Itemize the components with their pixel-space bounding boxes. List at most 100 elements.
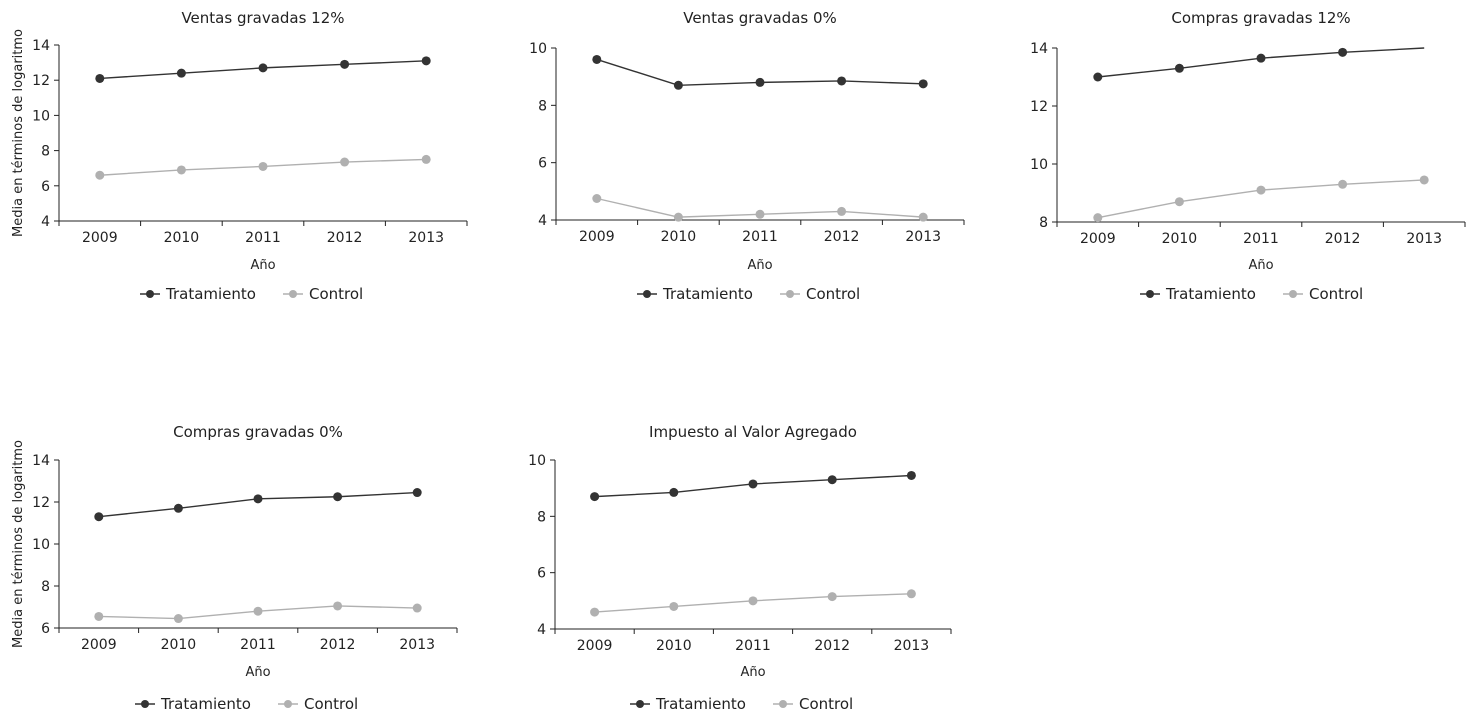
x-tick-label: 2011 — [1243, 231, 1279, 247]
legend-swatch-marker — [284, 700, 292, 708]
x-tick-label: 2013 — [894, 638, 930, 654]
legend-label: Control — [309, 285, 363, 303]
y-tick-label: 12 — [32, 495, 50, 511]
x-tick-label: 2011 — [735, 638, 771, 654]
x-tick-label: 2013 — [905, 229, 941, 245]
data-point-control — [94, 611, 104, 621]
data-point-tratamiento — [837, 76, 847, 86]
legend-swatch-marker — [1146, 290, 1154, 298]
chart-title: Ventas gravadas 12% — [181, 9, 344, 27]
x-tick-label: 2012 — [1325, 231, 1361, 247]
chart-title: Impuesto al Valor Agregado — [649, 423, 857, 441]
legend: Tratamiento Control — [140, 285, 363, 303]
data-point-control — [1256, 185, 1266, 195]
data-point-tratamiento — [253, 494, 263, 504]
x-tick-label: 2009 — [579, 229, 615, 245]
data-point-control — [748, 596, 758, 606]
legend: Tratamiento Control — [1140, 285, 1363, 303]
x-tick-label: 2009 — [1080, 231, 1116, 247]
x-axis-label: Año — [245, 665, 270, 680]
legend-label: Control — [799, 695, 853, 713]
legend-swatch-marker — [643, 290, 651, 298]
data-point-control — [176, 165, 186, 175]
x-tick-label: 2011 — [240, 637, 276, 653]
legend-label: Control — [1309, 285, 1363, 303]
y-tick-label: 14 — [32, 453, 50, 469]
legend-swatch-marker — [779, 700, 787, 708]
x-tick-label: 2013 — [399, 637, 435, 653]
data-point-control — [906, 589, 916, 599]
data-point-control — [1338, 179, 1348, 189]
y-tick-label: 10 — [1030, 157, 1048, 173]
data-point-control — [340, 157, 350, 167]
legend-swatch-marker — [289, 290, 297, 298]
data-point-control — [253, 606, 263, 616]
data-point-tratamiento — [333, 492, 343, 502]
legend-label: Control — [806, 285, 860, 303]
y-tick-label: 6 — [538, 156, 547, 172]
x-axis-label: Año — [740, 665, 765, 680]
x-tick-label: 2010 — [161, 637, 197, 653]
data-point-control — [590, 607, 600, 617]
y-tick-label: 10 — [32, 108, 50, 124]
y-tick-label: 4 — [41, 214, 50, 230]
y-tick-label: 14 — [1030, 41, 1048, 57]
data-point-tratamiento — [1256, 53, 1266, 63]
legend-swatch-marker — [141, 700, 149, 708]
y-tick-label: 14 — [32, 38, 50, 54]
legend-label: Tratamiento — [655, 695, 746, 713]
x-tick-label: 2012 — [327, 230, 363, 246]
data-point-tratamiento — [95, 73, 105, 83]
x-tick-label: 2011 — [742, 229, 778, 245]
data-point-control — [1174, 197, 1184, 207]
data-point-control — [333, 601, 343, 611]
x-tick-label: 2011 — [245, 230, 281, 246]
y-tick-label: 12 — [1030, 99, 1048, 115]
x-tick-label: 2009 — [82, 230, 118, 246]
data-point-control — [673, 212, 683, 222]
chart-panel-2: Ventas gravadas 0% 4 6 8 10 2009 2010 2011 2012 2… — [529, 9, 965, 303]
chart-panel-4: Compras gravadas 0% 6 8 10 12 14 2009 2010 2011 2… — [11, 423, 458, 713]
x-tick-label: 2010 — [1162, 231, 1198, 247]
y-tick-label: 8 — [538, 98, 547, 114]
y-axis-label: Media en términos de logaritmo — [11, 29, 26, 237]
y-tick-label: 12 — [32, 73, 50, 89]
x-tick-label: 2010 — [656, 638, 692, 654]
legend: Tratamiento Control — [135, 695, 358, 713]
data-point-tratamiento — [755, 77, 765, 87]
data-point-tratamiento — [421, 56, 431, 66]
data-point-tratamiento — [827, 475, 837, 485]
data-point-tratamiento — [1093, 72, 1103, 82]
data-point-control — [412, 603, 422, 613]
legend-label: Tratamiento — [662, 285, 753, 303]
y-tick-label: 6 — [537, 566, 546, 582]
data-point-tratamiento — [918, 79, 928, 89]
x-tick-label: 2009 — [577, 638, 613, 654]
y-tick-label: 10 — [529, 41, 547, 57]
x-tick-label: 2012 — [320, 637, 356, 653]
data-point-control — [755, 209, 765, 219]
x-axis-label: Año — [1248, 258, 1273, 273]
x-tick-label: 2010 — [661, 229, 697, 245]
data-point-control — [827, 592, 837, 602]
data-point-control — [592, 194, 602, 203]
data-point-control — [1093, 213, 1103, 223]
legend-swatch-marker — [1289, 290, 1297, 298]
chart-panel-5: Impuesto al Valor Agregado 4 6 8 10 2009 2010 2… — [528, 423, 952, 713]
x-axis-label: Año — [250, 258, 275, 273]
legend-swatch-marker — [786, 290, 794, 298]
x-tick-label: 2013 — [408, 230, 444, 246]
y-tick-label: 4 — [538, 213, 547, 229]
data-point-tratamiento — [258, 63, 268, 73]
x-tick-label: 2013 — [1406, 231, 1442, 247]
y-tick-label: 8 — [41, 144, 50, 160]
data-point-tratamiento — [173, 503, 183, 513]
data-point-tratamiento — [669, 487, 679, 497]
data-point-control — [1419, 175, 1429, 185]
x-tick-label: 2009 — [81, 637, 117, 653]
chart-panel-1: Ventas gravadas 12% 4 6 8 10 12 14 2009 2010 2011… — [11, 9, 468, 303]
data-point-control — [837, 206, 847, 216]
data-point-control — [669, 601, 679, 611]
legend-swatch-marker — [636, 700, 644, 708]
